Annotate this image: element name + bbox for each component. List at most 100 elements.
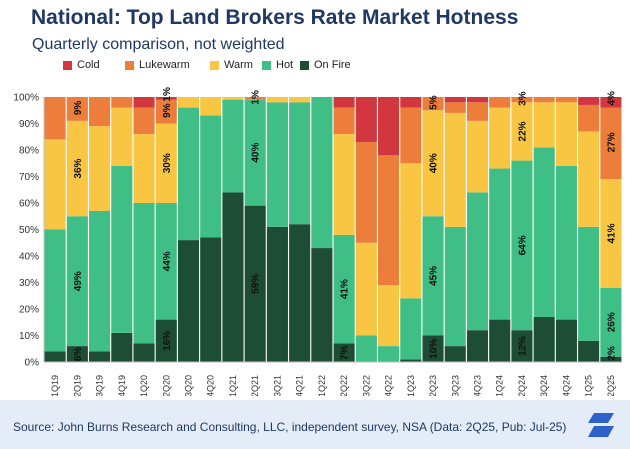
bar-segment-on-fire — [266, 226, 288, 362]
bar-segment-lukewarm — [489, 97, 511, 108]
bar-segment-warm — [66, 120, 88, 217]
data-label: 9% — [162, 103, 173, 118]
x-tick-label: 2Q23 — [428, 375, 438, 396]
bar-segment-on-fire — [44, 351, 66, 362]
bar-segment-cold — [155, 97, 177, 100]
data-label: 16% — [162, 331, 173, 351]
data-label: 1% — [162, 87, 173, 102]
bar-segment-on-fire — [311, 248, 333, 362]
bar-segment-on-fire — [66, 346, 88, 362]
bar-segment-warm — [511, 102, 533, 161]
bar-segment-on-fire — [155, 319, 177, 362]
bar-segment-warm — [44, 139, 66, 230]
bar-segment-warm — [400, 163, 422, 299]
x-tick-label: 2Q22 — [339, 375, 349, 396]
bar-segment-lukewarm — [44, 97, 66, 140]
company-logo-icon — [588, 413, 614, 437]
y-tick-label: 30% — [19, 278, 39, 289]
data-label: 36% — [73, 158, 84, 178]
data-label: 2% — [606, 346, 617, 361]
bar-segment-on-fire — [333, 343, 355, 362]
bar-segment-on-fire — [444, 346, 466, 362]
x-tick-label: 2Q25 — [606, 375, 616, 396]
data-label: 30% — [162, 153, 173, 173]
x-tick-label: 3Q24 — [539, 375, 549, 396]
bar-segment-lukewarm — [133, 107, 155, 135]
bar-segment-on-fire — [578, 340, 600, 362]
bar-segment-warm — [133, 134, 155, 203]
x-tick-label: 1Q23 — [406, 375, 416, 396]
x-tick-label: 1Q21 — [228, 375, 238, 396]
y-tick-label: 0% — [25, 358, 40, 369]
x-tick-label: 1Q24 — [495, 375, 505, 396]
x-tick-label: 2Q24 — [517, 375, 527, 396]
x-tick-label: 3Q19 — [95, 375, 105, 396]
bar-segment-cold — [444, 97, 466, 103]
bar-segment-on-fire — [533, 316, 555, 362]
bar-segment-on-fire — [511, 330, 533, 362]
x-tick-label: 1Q22 — [317, 375, 327, 396]
legend-label-cold: Cold — [77, 59, 100, 71]
bar-segment-hot — [533, 147, 555, 317]
bar-segment-on-fire — [600, 356, 622, 362]
bar-segment-warm — [177, 97, 200, 108]
legend-label-on-fire: On Fire — [314, 59, 351, 71]
source-note: Source: John Burns Research and Consulti… — [13, 420, 567, 434]
bar-segment-lukewarm — [555, 97, 577, 103]
page-subtitle: Quarterly comparison, not weighted — [32, 36, 285, 53]
x-tick-label: 2Q21 — [250, 375, 260, 396]
bar-segment-lukewarm — [511, 97, 533, 103]
bar-segment-warm — [533, 102, 555, 148]
y-tick-label: 20% — [19, 305, 39, 316]
x-tick-label: 1Q20 — [139, 375, 149, 396]
data-label: 22% — [517, 121, 528, 141]
y-tick-label: 40% — [19, 252, 39, 263]
bar-segment-hot — [44, 229, 66, 352]
bar-segment-on-fire — [555, 319, 577, 362]
data-label: 26% — [606, 312, 617, 332]
bar-segment-warm — [111, 107, 133, 166]
bar-segment-lukewarm — [378, 155, 400, 286]
logo-upper-block — [588, 413, 614, 423]
bar-segment-on-fire — [489, 319, 511, 362]
bar-segment-on-fire — [177, 240, 200, 362]
data-label: 44% — [162, 251, 173, 271]
legend-swatch-lukewarm — [125, 60, 134, 70]
data-label: 6% — [73, 347, 84, 362]
x-tick-label: 1Q19 — [50, 375, 60, 396]
x-tick-label: 4Q21 — [295, 375, 305, 396]
bar-segment-lukewarm — [89, 97, 111, 127]
bar-segment-warm — [422, 110, 444, 217]
data-label: 4% — [606, 91, 617, 106]
x-tick-label: 2Q19 — [72, 375, 82, 396]
bar-segment-lukewarm — [578, 104, 600, 132]
legend-item-on-fire: On Fire — [300, 59, 351, 71]
bar-segment-hot — [444, 226, 466, 347]
data-label: 9% — [73, 101, 84, 116]
data-label: 49% — [73, 271, 84, 291]
bar-segment-warm — [222, 97, 244, 100]
bar-segment-on-fire — [244, 205, 266, 362]
bar-segment-warm — [155, 123, 177, 203]
legend-label-warm: Warm — [224, 59, 253, 71]
legend-swatch-cold — [63, 60, 72, 70]
bar-segment-on-fire — [422, 335, 444, 362]
bar-segment-warm — [355, 242, 377, 336]
bar-segment-on-fire — [111, 332, 133, 362]
data-label: 7% — [340, 345, 351, 360]
data-label: 12% — [517, 336, 528, 356]
bar-segment-lukewarm — [66, 97, 88, 121]
bar-segment-warm — [578, 131, 600, 227]
footer-bar: Source: John Burns Research and Consulti… — [0, 400, 630, 449]
chart-legend: Cold Lukewarm Warm Hot On Fire — [0, 59, 630, 79]
bar-segment-warm — [489, 107, 511, 169]
data-label: 45% — [429, 266, 440, 286]
y-tick-label: 50% — [19, 225, 39, 236]
x-tick-label: 3Q21 — [272, 375, 282, 396]
legend-label-hot: Hot — [276, 59, 294, 71]
bar-segment-warm — [89, 126, 111, 211]
bar-segment-on-fire — [466, 330, 489, 362]
y-tick-label: 10% — [19, 331, 39, 342]
data-label: 5% — [429, 95, 440, 110]
data-label: 3% — [517, 91, 528, 106]
